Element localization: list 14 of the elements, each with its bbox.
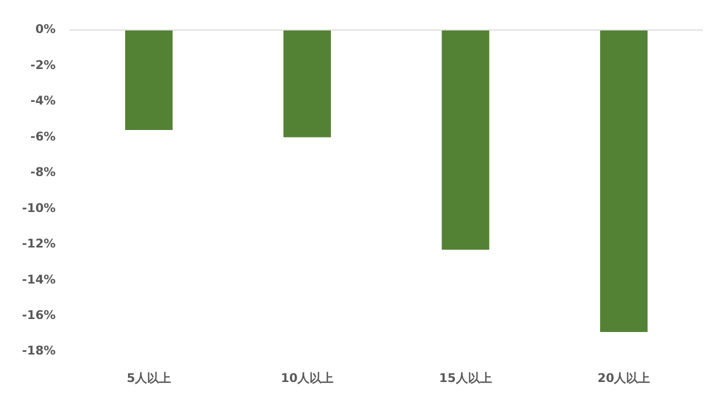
y-tick-label: 0%: [35, 22, 56, 36]
y-tick-label: -18%: [22, 344, 56, 358]
y-tick-label: -10%: [22, 200, 56, 215]
x-tick-label: 5人以上: [126, 370, 172, 385]
y-tick-label: -2%: [30, 58, 56, 72]
y-tick-label: -4%: [30, 94, 56, 108]
x-tick-label: 15人以上: [439, 370, 492, 385]
y-tick-label: -14%: [22, 272, 56, 286]
y-tick-label: -16%: [22, 308, 56, 322]
y-tick-label: -6%: [30, 129, 56, 144]
y-tick-label: -8%: [30, 165, 56, 180]
x-tick-label: 10人以上: [280, 370, 334, 385]
x-tick-label: 20人以上: [597, 370, 650, 385]
y-tick-label: -12%: [22, 236, 56, 251]
